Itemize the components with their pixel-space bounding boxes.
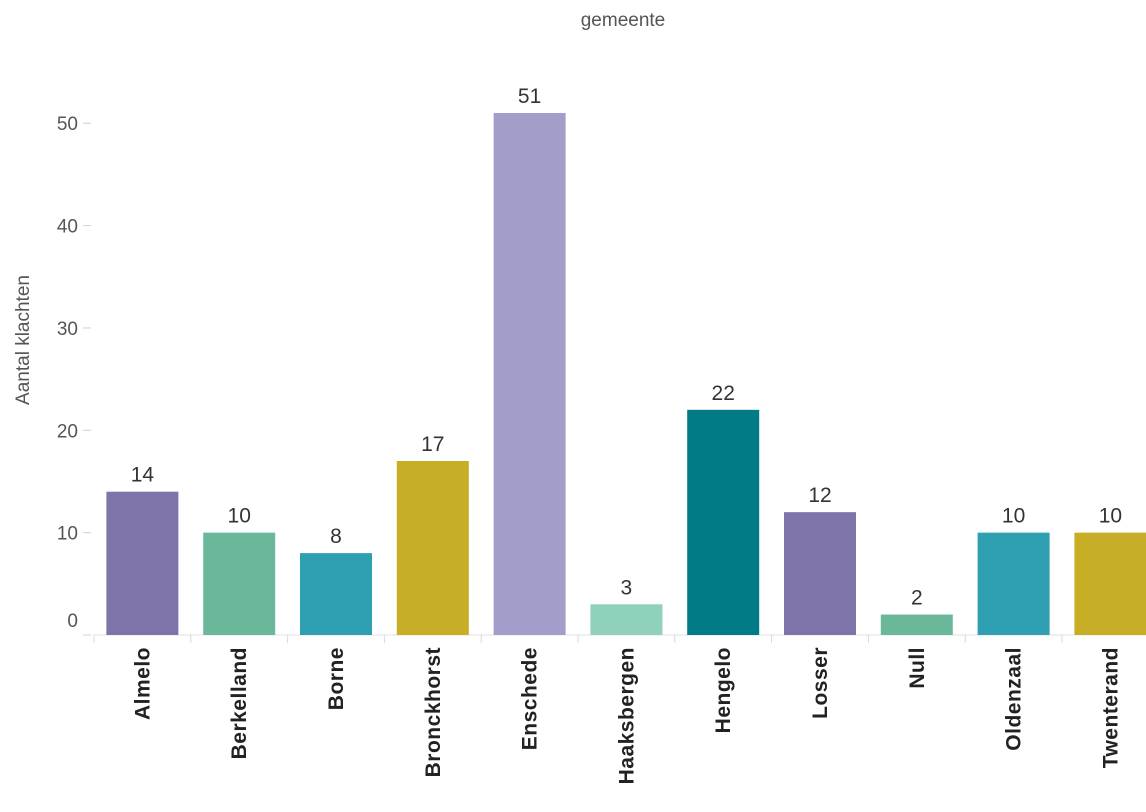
bar[interactable]	[203, 532, 276, 635]
data-label: 22	[712, 382, 735, 405]
data-label: 12	[808, 484, 831, 507]
x-tick-label: Enschede	[519, 647, 542, 750]
bar[interactable]	[106, 491, 179, 635]
y-axis-label: Aantal klachten	[13, 275, 34, 405]
bar[interactable]	[300, 553, 372, 635]
bar[interactable]	[590, 604, 663, 635]
x-tick-label: Null	[906, 647, 929, 689]
x-tick-label: Haaksbergen	[615, 647, 638, 784]
data-label: 10	[228, 505, 251, 528]
y-tick-label: 40	[57, 217, 78, 238]
data-label: 2	[911, 587, 923, 610]
bar[interactable]	[493, 113, 566, 635]
x-tick-label: Losser	[809, 647, 832, 719]
data-label: 10	[1099, 505, 1122, 528]
y-tick-label: 0	[67, 611, 78, 632]
x-tick-label: Oldenzaal	[1003, 647, 1026, 751]
data-label: 17	[421, 433, 444, 456]
data-label: 14	[131, 464, 155, 487]
y-tick-label: 20	[57, 421, 78, 442]
y-tick-label: 30	[57, 319, 78, 340]
bar[interactable]	[784, 512, 856, 635]
bar[interactable]	[687, 409, 760, 635]
data-label: 8	[330, 525, 342, 548]
y-tick-label: 10	[57, 524, 78, 545]
x-tick-label: Borne	[325, 647, 348, 710]
x-tick-label: Bronckhorst	[422, 647, 445, 777]
x-tick-label: Berkelland	[228, 647, 251, 759]
x-tick-label: Almelo	[131, 647, 154, 720]
x-tick-label: Hengelo	[712, 647, 735, 733]
x-axis: Almelo Berkelland Borne Bronckhorst Enschede…	[93, 635, 1122, 784]
data-label: 10	[1002, 505, 1025, 528]
bars-group: 14 10 8 17 51 3 22 12 2 10 10	[106, 85, 1146, 635]
data-label: 3	[621, 576, 633, 599]
bar[interactable]	[977, 532, 1050, 635]
bar[interactable]	[880, 614, 953, 635]
chart-title: gemeente	[581, 10, 666, 31]
data-label: 51	[518, 85, 541, 108]
y-axis: 0 10 20 30 40 50	[57, 114, 91, 636]
bar[interactable]	[1074, 532, 1146, 635]
x-tick-label: Twenterand	[1099, 647, 1122, 768]
bar[interactable]	[396, 461, 469, 635]
y-tick-label: 50	[57, 114, 78, 135]
